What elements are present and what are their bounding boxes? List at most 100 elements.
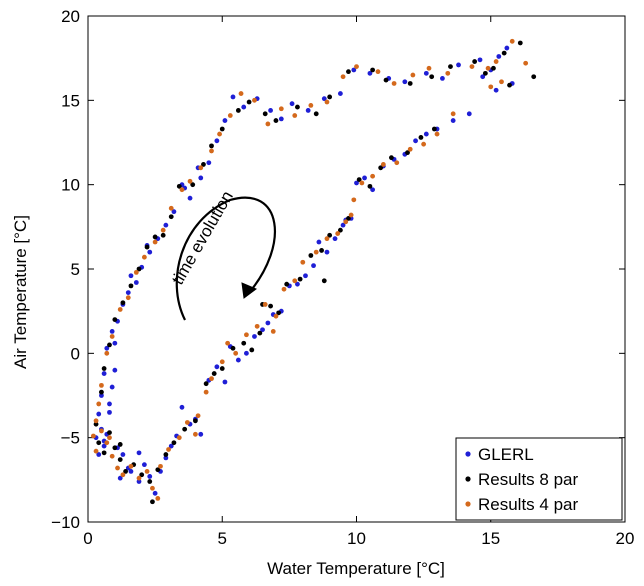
data-point	[493, 87, 499, 93]
data-point	[359, 180, 365, 186]
data-point	[316, 239, 322, 245]
data-point	[227, 113, 233, 118]
data-point	[485, 65, 491, 71]
data-point	[391, 81, 397, 86]
data-point	[222, 118, 228, 123]
data-point	[147, 249, 153, 255]
data-point	[241, 340, 247, 346]
data-point	[324, 249, 330, 255]
data-point	[96, 452, 102, 457]
data-point	[308, 102, 314, 108]
x-tick-label: 5	[218, 529, 227, 548]
data-point	[120, 300, 126, 306]
data-point	[450, 111, 456, 117]
data-point	[354, 180, 359, 186]
data-point	[337, 91, 343, 96]
data-point	[182, 426, 188, 432]
data-point	[491, 65, 496, 71]
legend-marker	[465, 451, 471, 457]
data-point	[289, 101, 295, 107]
data-point	[268, 108, 273, 113]
data-point	[332, 236, 338, 242]
data-point	[402, 79, 408, 85]
x-tick-label: 10	[347, 529, 366, 548]
data-point	[284, 281, 290, 287]
data-point	[112, 340, 118, 346]
series-3	[90, 38, 529, 501]
x-tick-label: 20	[616, 529, 635, 548]
data-point	[235, 357, 241, 363]
data-point	[493, 59, 499, 64]
data-point	[201, 162, 206, 167]
time-evolution-annotation: time evolution	[168, 188, 277, 321]
data-point	[107, 409, 112, 415]
data-point	[321, 96, 327, 102]
data-point	[423, 70, 429, 76]
data-point	[93, 448, 99, 454]
data-point	[187, 178, 193, 184]
data-point	[249, 347, 255, 353]
data-point	[101, 443, 107, 449]
data-point	[150, 499, 155, 505]
data-point	[380, 162, 386, 167]
axis-ticks: 0 5 10 15 20 −10 −5 0 5 10 15 20	[51, 7, 634, 548]
data-point	[179, 187, 185, 193]
data-point	[429, 74, 435, 80]
data-point	[378, 165, 384, 171]
data-point	[133, 280, 139, 285]
data-point	[445, 70, 451, 76]
data-point	[176, 435, 182, 441]
data-point	[168, 443, 174, 449]
data-point	[136, 450, 142, 456]
data-point	[356, 177, 362, 183]
data-point	[147, 474, 153, 479]
data-point	[499, 79, 504, 85]
data-point	[418, 135, 424, 140]
data-point	[128, 463, 134, 469]
data-point	[203, 381, 209, 387]
data-point	[270, 329, 276, 334]
data-point	[93, 421, 99, 427]
data-point	[254, 323, 260, 329]
data-point	[190, 182, 196, 188]
data-point	[327, 232, 333, 238]
data-point	[99, 389, 104, 395]
x-tick-label: 15	[481, 529, 500, 548]
data-point	[268, 303, 273, 309]
data-point	[362, 175, 367, 181]
data-point	[219, 126, 225, 132]
data-point	[219, 359, 225, 365]
data-point	[238, 91, 244, 96]
data-point	[211, 371, 217, 376]
data-point	[337, 227, 343, 233]
y-tick-label: 5	[71, 260, 80, 279]
data-point	[273, 118, 279, 123]
data-point	[163, 452, 169, 457]
data-point	[141, 254, 147, 260]
data-point	[235, 108, 241, 113]
data-point	[109, 453, 115, 459]
data-point	[219, 366, 225, 371]
data-point	[109, 384, 115, 390]
data-point	[109, 329, 115, 334]
data-point	[152, 239, 158, 245]
data-point	[206, 160, 212, 166]
data-point	[423, 131, 429, 137]
data-point	[450, 118, 456, 123]
data-point	[93, 418, 99, 424]
data-point	[348, 212, 354, 218]
y-tick-label: −10	[51, 513, 80, 532]
data-point	[179, 404, 185, 410]
data-point	[313, 111, 319, 117]
data-point	[324, 236, 330, 242]
data-point	[321, 278, 327, 284]
data-point	[96, 411, 102, 417]
data-point	[466, 111, 472, 117]
data-point	[265, 121, 271, 127]
data-point	[147, 479, 153, 484]
data-point	[265, 320, 271, 326]
data-point	[319, 248, 324, 253]
data-point	[160, 227, 166, 233]
data-point	[139, 472, 145, 478]
